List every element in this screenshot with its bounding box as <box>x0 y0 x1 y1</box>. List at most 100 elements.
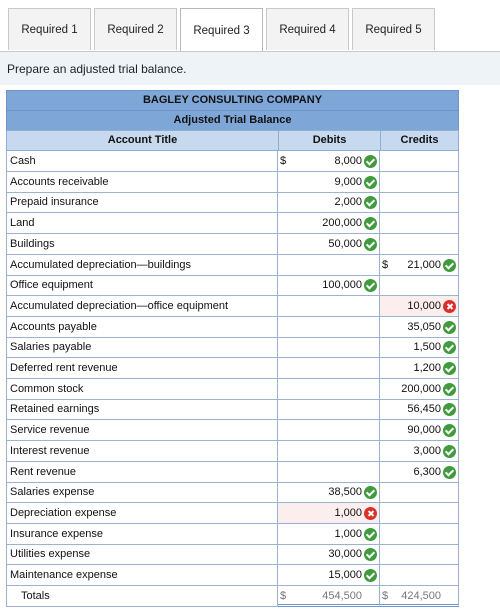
debit-cell[interactable]: 30,000 <box>278 544 380 566</box>
check-icon <box>364 155 377 168</box>
debit-cell[interactable] <box>278 399 380 421</box>
table-row: Common stock 200,000 <box>6 378 459 400</box>
debit-cell[interactable] <box>278 420 380 442</box>
account-title-cell[interactable]: Cash <box>6 151 278 172</box>
check-icon <box>443 362 456 375</box>
debit-cell[interactable] <box>278 295 380 317</box>
debit-cell[interactable] <box>278 316 380 338</box>
credit-cell[interactable] <box>380 565 459 586</box>
account-title-header: Account Title <box>6 130 279 151</box>
debit-cell[interactable] <box>278 461 380 483</box>
table-row: Land 200,000 <box>6 213 459 235</box>
account-title-cell[interactable]: Accumulated depreciation—office equipmen… <box>6 295 278 317</box>
debit-cell[interactable]: 15,000 <box>278 565 380 586</box>
tab-bar: Required 1 Required 2 Required 3 Require… <box>0 0 500 52</box>
company-name: BAGLEY CONSULTING COMPANY <box>6 90 459 111</box>
account-title-cell[interactable]: Accumulated depreciation—buildings <box>6 254 278 276</box>
credit-cell[interactable]: 200,000 <box>380 378 459 400</box>
account-title-cell[interactable]: Retained earnings <box>6 399 278 421</box>
debit-cell[interactable]: 38,500 <box>278 482 380 504</box>
instruction-text: Prepare an adjusted trial balance. <box>0 52 500 85</box>
credit-cell[interactable]: $21,000 <box>380 254 459 276</box>
account-title-cell[interactable]: Accounts payable <box>6 316 278 338</box>
debit-cell[interactable]: 1,000 <box>278 502 380 524</box>
table-row: Salaries expense 38,500 <box>6 482 459 504</box>
credit-cell[interactable] <box>380 502 459 524</box>
debit-amount: 2,000 <box>334 196 362 209</box>
debit-cell[interactable] <box>278 358 380 379</box>
account-title-cell[interactable]: Office equipment <box>6 275 278 297</box>
credit-cell[interactable]: 3,000 <box>380 440 459 462</box>
credit-cell[interactable]: 90,000 <box>380 420 459 442</box>
credit-cell[interactable] <box>380 192 459 214</box>
debit-amount: 200,000 <box>322 217 362 230</box>
debit-amount: 15,000 <box>328 569 362 581</box>
check-icon <box>443 424 456 438</box>
dollar-sign: $ <box>382 258 389 271</box>
table-row: Office equipment 100,000 <box>6 275 459 297</box>
credit-cell[interactable] <box>380 151 459 172</box>
table-row: Retained earnings 56,450 <box>6 399 459 421</box>
tab-required-2[interactable]: Required 2 <box>94 8 177 50</box>
tab-required-4[interactable]: Required 4 <box>266 8 349 50</box>
account-title-cell[interactable]: Depreciation expense <box>6 502 278 524</box>
table-row: Cash $8,000 <box>6 151 459 172</box>
table-row: Accounts payable 35,050 <box>6 316 459 338</box>
credit-cell[interactable]: 6,300 <box>380 461 459 483</box>
account-title-cell[interactable]: Insurance expense <box>6 523 278 545</box>
table-row: Accumulated depreciation—office equipmen… <box>6 295 459 317</box>
debit-cell[interactable] <box>278 378 380 400</box>
tab-required-3[interactable]: Required 3 <box>180 8 263 52</box>
account-title-cell[interactable]: Accounts receivable <box>6 171 278 193</box>
account-title-cell[interactable]: Service revenue <box>6 420 278 442</box>
check-icon <box>364 217 377 231</box>
credit-cell[interactable]: 1,500 <box>380 337 459 359</box>
debit-cell[interactable]: 100,000 <box>278 275 380 297</box>
debit-cell[interactable]: 200,000 <box>278 213 380 235</box>
credit-cell[interactable] <box>380 482 459 504</box>
credit-cell[interactable] <box>380 233 459 255</box>
credit-cell[interactable]: 35,050 <box>380 316 459 338</box>
account-title-cell[interactable]: Utilities expense <box>6 544 278 566</box>
tab-required-5[interactable]: Required 5 <box>352 8 435 50</box>
credit-cell[interactable] <box>380 171 459 193</box>
debit-cell[interactable] <box>278 440 380 462</box>
account-title-cell[interactable]: Salaries payable <box>6 337 278 359</box>
account-title-cell[interactable]: Common stock <box>6 378 278 400</box>
error-icon <box>364 506 377 520</box>
account-title-cell[interactable]: Deferred rent revenue <box>6 358 278 379</box>
account-title-cell[interactable]: Buildings <box>6 233 278 255</box>
credit-cell[interactable] <box>380 275 459 297</box>
check-icon <box>364 175 377 189</box>
account-title-cell[interactable]: Prepaid insurance <box>6 192 278 214</box>
debit-cell[interactable] <box>278 337 380 359</box>
account-title-cell[interactable]: Interest revenue <box>6 440 278 462</box>
tab-required-1[interactable]: Required 1 <box>8 8 91 50</box>
credit-amount: 56,450 <box>407 403 441 416</box>
check-icon <box>443 403 456 417</box>
debit-amount: 50,000 <box>328 237 362 250</box>
debit-cell[interactable] <box>278 254 380 276</box>
debit-cell[interactable]: 2,000 <box>278 192 380 214</box>
debit-cell[interactable]: 1,000 <box>278 523 380 545</box>
account-title-cell[interactable]: Salaries expense <box>6 482 278 504</box>
dollar-sign: $ <box>280 589 287 602</box>
credit-amount: 200,000 <box>401 382 441 395</box>
check-icon <box>364 527 377 541</box>
credit-cell[interactable] <box>380 544 459 566</box>
total-debit-amount: 454,500 <box>322 589 362 602</box>
credit-cell[interactable]: 1,200 <box>380 358 459 379</box>
debit-cell[interactable]: 9,000 <box>278 171 380 193</box>
account-title-cell[interactable]: Maintenance expense <box>6 565 278 586</box>
check-icon <box>443 320 456 334</box>
check-icon <box>364 279 377 293</box>
credit-cell[interactable]: 56,450 <box>380 399 459 421</box>
debit-cell[interactable]: $8,000 <box>278 151 380 172</box>
credit-cell[interactable]: 10,000 <box>380 295 459 317</box>
debit-cell[interactable]: 50,000 <box>278 233 380 255</box>
credit-cell[interactable] <box>380 213 459 235</box>
account-title-cell[interactable]: Rent revenue <box>6 461 278 483</box>
credit-cell[interactable] <box>380 523 459 545</box>
debit-amount: 1,000 <box>334 527 362 540</box>
account-title-cell[interactable]: Land <box>6 213 278 235</box>
